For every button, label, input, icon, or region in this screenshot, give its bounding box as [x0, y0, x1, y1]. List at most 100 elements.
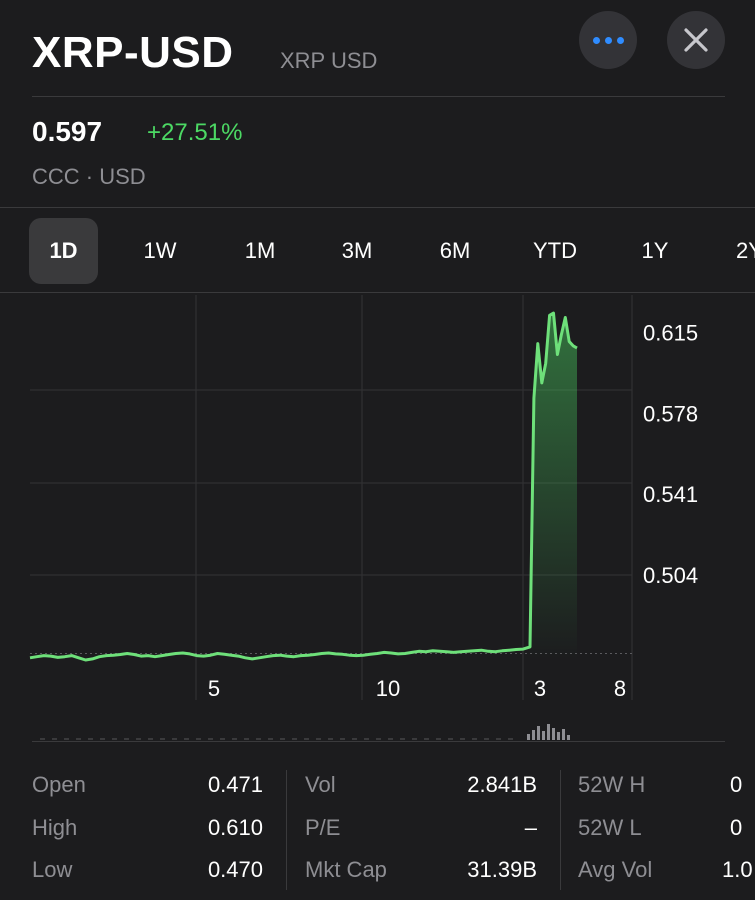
- volume-bar: [364, 738, 369, 740]
- ellipsis-icon: [592, 36, 624, 44]
- volume-bar: [412, 738, 417, 740]
- volume-bar: [537, 726, 540, 740]
- stat-vol-value: 2.841B: [467, 772, 537, 797]
- volume-bar: [208, 738, 213, 740]
- volume-bar: [220, 738, 225, 740]
- volume-bar: [557, 732, 560, 740]
- chart-bottom-divider: [32, 741, 725, 742]
- x-tick-label: 5: [208, 676, 220, 701]
- stat-52wh-label: 52W H: [578, 772, 646, 797]
- volume-bar: [542, 731, 545, 740]
- volume-bar: [148, 738, 153, 740]
- volume-bar: [424, 738, 429, 740]
- volume-bar: [352, 738, 357, 740]
- stat-pe-value: –: [524, 815, 537, 840]
- volume-bar: [292, 738, 297, 740]
- volume-bar: [527, 734, 530, 740]
- x-tick-label: 10: [376, 676, 400, 701]
- tab-1y[interactable]: 1Y: [641, 238, 669, 263]
- range-tabs: 1D 1W 1M 3M 6M YTD 1Y 2Y: [0, 218, 755, 284]
- stat-open-label: Open: [32, 772, 86, 797]
- ticker-symbol: XRP-USD: [32, 28, 234, 77]
- tab-3m[interactable]: 3M: [341, 238, 373, 263]
- price-change: +27.51%: [147, 119, 243, 146]
- volume-bar: [340, 738, 345, 740]
- volume-bar: [472, 738, 477, 740]
- tabs-divider: [0, 292, 755, 293]
- volume-bar: [268, 738, 273, 740]
- quote-header: XRP-USD XRP USD: [0, 0, 755, 98]
- volume-bar: [562, 729, 565, 740]
- stat-avgvol-value: 1.0: [722, 857, 753, 882]
- current-price: 0.597: [32, 116, 103, 147]
- stat-low-label: Low: [32, 857, 73, 882]
- price-line: [29, 311, 578, 662]
- volume-bar: [547, 724, 550, 740]
- stat-low-value: 0.470: [207, 857, 263, 882]
- stat-vol-label: Vol: [305, 772, 336, 797]
- volume-bar: [448, 738, 453, 740]
- volume-bar: [88, 738, 93, 740]
- volume-bar: [244, 738, 249, 740]
- stats-separator: [286, 770, 287, 890]
- tab-1m[interactable]: 1M: [244, 238, 276, 263]
- quote-divider: [0, 207, 755, 208]
- volume-bar: [508, 738, 513, 740]
- volume-bar: [388, 738, 393, 740]
- stat-avgvol-label: Avg Vol: [578, 857, 653, 882]
- tab-2y[interactable]: 2Y: [736, 238, 755, 263]
- volume-bar: [64, 738, 69, 740]
- volume-bar: [532, 730, 535, 740]
- volume-bar: [100, 738, 105, 740]
- volume-bar: [256, 738, 261, 740]
- x-tick-label: 8: [614, 676, 626, 701]
- stat-open-value: 0.471: [207, 772, 263, 797]
- stat-mktcap-value: 31.39B: [467, 857, 537, 882]
- x-tick-label: 3: [534, 676, 546, 701]
- volume-bar: [280, 738, 285, 740]
- volume-bar: [496, 738, 501, 740]
- tab-6m[interactable]: 6M: [439, 238, 471, 263]
- volume-bar: [567, 735, 570, 740]
- y-tick-label: 0.541: [643, 482, 698, 507]
- volume-bar: [52, 738, 57, 740]
- stat-high-label: High: [32, 815, 78, 840]
- volume-bar: [172, 738, 177, 740]
- volume-bar: [552, 728, 555, 740]
- volume-bar: [76, 738, 81, 740]
- volume-bar: [304, 738, 309, 740]
- y-tick-label: 0.504: [643, 563, 698, 588]
- stat-high-value: 0.610: [207, 815, 263, 840]
- volume-bar: [232, 738, 237, 740]
- volume-bar: [160, 738, 165, 740]
- volume-bar: [112, 738, 117, 740]
- volume-bar: [316, 738, 321, 740]
- volume-bar: [136, 738, 141, 740]
- volume-bar: [484, 738, 489, 740]
- volume-bar: [328, 738, 333, 740]
- header-divider: [32, 96, 725, 97]
- volume-bar: [376, 738, 381, 740]
- volume-bar: [196, 738, 201, 740]
- volume-bar: [124, 738, 129, 740]
- exchange-label: CCC · USD: [32, 164, 146, 189]
- tab-ytd[interactable]: YTD: [533, 238, 577, 263]
- price-chart[interactable]: 0.615 0.578 0.541 0.504 5 10 3 8: [0, 295, 755, 750]
- more-button[interactable]: [579, 11, 637, 69]
- volume-bar: [436, 738, 441, 740]
- y-tick-label: 0.578: [643, 401, 698, 426]
- stat-52wh-value: 0: [730, 772, 743, 797]
- close-button[interactable]: [667, 11, 725, 69]
- price-area: [530, 313, 577, 660]
- y-tick-label: 0.615: [643, 321, 698, 346]
- stat-mktcap-label: Mkt Cap: [305, 857, 387, 882]
- volume-bar: [460, 738, 465, 740]
- volume-bar: [184, 738, 189, 740]
- ticker-name: XRP USD: [280, 48, 378, 73]
- stats-separator: [560, 770, 561, 890]
- stat-pe-label: P/E: [305, 815, 341, 840]
- close-icon: [684, 28, 708, 52]
- tab-1d[interactable]: 1D: [29, 218, 98, 284]
- tab-1w[interactable]: 1W: [143, 238, 177, 263]
- volume-bar: [40, 738, 45, 740]
